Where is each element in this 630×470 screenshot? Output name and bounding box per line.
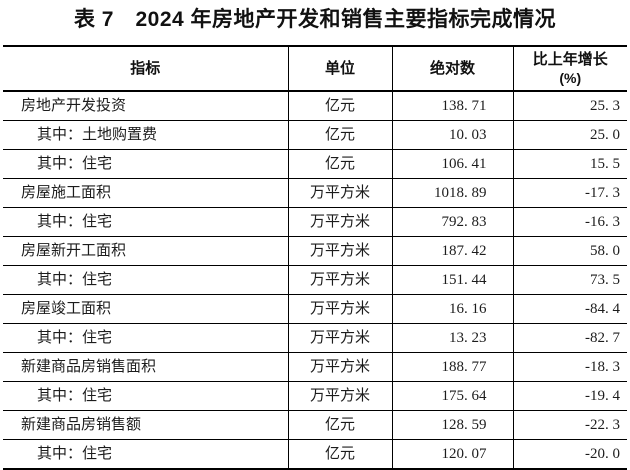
- header-row: 指标 单位 绝对数 比上年增长 (%): [3, 46, 627, 92]
- unit-cell: 万平方米: [287, 294, 392, 324]
- absolute-cell: 138. 71: [391, 91, 513, 121]
- col-header-unit: 单位: [287, 46, 392, 92]
- indicator-cell: 其中：住宅: [3, 439, 288, 470]
- table-row: 其中：住宅 万平方米 13. 23 -82. 7: [3, 323, 627, 353]
- growth-cell: -20. 0: [512, 439, 627, 470]
- absolute-cell: 188. 77: [391, 352, 513, 382]
- indicator-cell: 其中：土地购置费: [3, 120, 288, 150]
- indicator-cell: 其中：住宅: [3, 381, 288, 411]
- growth-cell: -82. 7: [512, 323, 627, 353]
- growth-cell: -17. 3: [512, 178, 627, 208]
- unit-cell: 亿元: [287, 410, 392, 440]
- page-title: 表 7 2024 年房地产开发和销售主要指标完成情况: [73, 8, 557, 31]
- absolute-cell: 792. 83: [391, 207, 513, 237]
- unit-cell: 亿元: [287, 91, 392, 121]
- growth-cell: 15. 5: [512, 149, 627, 179]
- table-row: 其中：住宅 亿元 106. 41 15. 5: [3, 149, 627, 179]
- table-row: 其中：住宅 万平方米 175. 64 -19. 4: [3, 381, 627, 411]
- absolute-cell: 16. 16: [391, 294, 513, 324]
- indicator-cell: 新建商品房销售面积: [3, 352, 288, 382]
- unit-cell: 万平方米: [287, 178, 392, 208]
- table-row: 其中：住宅 万平方米 151. 44 73. 5: [3, 265, 627, 295]
- growth-cell: -84. 4: [512, 294, 627, 324]
- absolute-cell: 120. 07: [391, 439, 513, 470]
- growth-cell: 25. 3: [512, 91, 627, 121]
- indicator-cell: 新建商品房销售额: [3, 410, 288, 440]
- indicator-cell: 房屋新开工面积: [3, 236, 288, 266]
- indicator-cell: 其中：住宅: [3, 323, 288, 353]
- col-header-growth-line2: (%): [559, 69, 582, 86]
- indicator-cell: 房屋竣工面积: [3, 294, 288, 324]
- growth-cell: -18. 3: [512, 352, 627, 382]
- table-row: 房屋施工面积 万平方米 1018. 89 -17. 3: [3, 178, 627, 208]
- table-row: 房屋新开工面积 万平方米 187. 42 58. 0: [3, 236, 627, 266]
- growth-cell: 25. 0: [512, 120, 627, 150]
- indicator-cell: 房屋施工面积: [3, 178, 288, 208]
- growth-cell: 58. 0: [512, 236, 627, 266]
- table-row: 其中：住宅 万平方米 792. 83 -16. 3: [3, 207, 627, 237]
- table-row: 新建商品房销售面积 万平方米 188. 77 -18. 3: [3, 352, 627, 382]
- unit-cell: 万平方米: [287, 265, 392, 295]
- table-row: 其中：土地购置费 亿元 10. 03 25. 0: [3, 120, 627, 150]
- unit-cell: 亿元: [287, 149, 392, 179]
- col-header-growth-line1: 比上年增长: [532, 50, 608, 68]
- unit-cell: 亿元: [287, 120, 392, 150]
- unit-cell: 万平方米: [287, 207, 392, 237]
- col-header-growth: 比上年增长 (%): [512, 46, 627, 92]
- growth-cell: -22. 3: [512, 410, 627, 440]
- indicator-cell: 其中：住宅: [3, 207, 288, 237]
- unit-cell: 万平方米: [287, 352, 392, 382]
- absolute-cell: 187. 42: [391, 236, 513, 266]
- absolute-cell: 1018. 89: [391, 178, 513, 208]
- growth-cell: 73. 5: [512, 265, 627, 295]
- absolute-cell: 10. 03: [391, 120, 513, 150]
- growth-cell: -16. 3: [512, 207, 627, 237]
- absolute-cell: 106. 41: [391, 149, 513, 179]
- indicator-cell: 其中：住宅: [3, 149, 288, 179]
- col-header-absolute: 绝对数: [391, 46, 513, 92]
- indicator-cell: 其中：住宅: [3, 265, 288, 295]
- table-body: 房地产开发投资 亿元 138. 71 25. 3 其中：土地购置费 亿元 10. 03 25.…: [3, 91, 627, 470]
- col-header-indicator: 指标: [3, 46, 288, 92]
- unit-cell: 万平方米: [287, 323, 392, 353]
- table-row: 房屋竣工面积 万平方米 16. 16 -84. 4: [3, 294, 627, 324]
- indicator-cell: 房地产开发投资: [3, 91, 288, 121]
- table-header: 指标 单位 绝对数 比上年增长 (%): [3, 46, 627, 92]
- table-row: 房地产开发投资 亿元 138. 71 25. 3: [3, 91, 627, 121]
- growth-cell: -19. 4: [512, 381, 627, 411]
- absolute-cell: 151. 44: [391, 265, 513, 295]
- absolute-cell: 128. 59: [391, 410, 513, 440]
- unit-cell: 万平方米: [287, 236, 392, 266]
- unit-cell: 万平方米: [287, 381, 392, 411]
- absolute-cell: 175. 64: [391, 381, 513, 411]
- absolute-cell: 13. 23: [391, 323, 513, 353]
- table-row: 新建商品房销售额 亿元 128. 59 -22. 3: [3, 410, 627, 440]
- indicators-table: 指标 单位 绝对数 比上年增长 (%) 房地产开发投资 亿元 138. 71 25. …: [3, 45, 627, 470]
